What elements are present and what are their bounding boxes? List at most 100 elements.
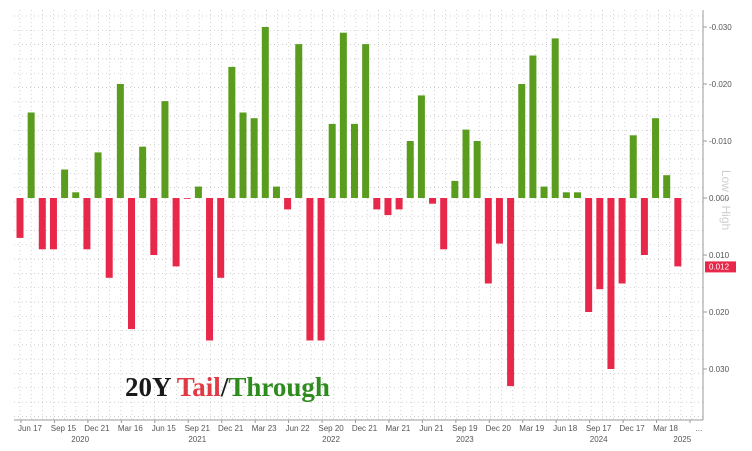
- title-part-through: Through: [228, 372, 330, 402]
- through-bar: [462, 129, 470, 198]
- through-bar: [574, 192, 581, 198]
- y-tick-label: 0.020: [709, 308, 730, 317]
- tail-bar: [172, 198, 180, 267]
- x-tick-label: Sep 21: [185, 424, 211, 433]
- title-part-20y: 20Y: [125, 372, 177, 402]
- tail-bar: [206, 198, 214, 341]
- through-bar: [250, 118, 258, 198]
- y-tick-label: 0.000: [709, 194, 730, 203]
- bar-series: [16, 27, 682, 387]
- y-tick-label: 0.030: [709, 365, 730, 374]
- through-bar: [551, 38, 559, 199]
- through-bar: [139, 146, 147, 198]
- through-bar: [339, 32, 347, 199]
- y-axis: -0.030 -0.020 -0.010 0.000 0.010 0.020 0.030 0.…: [703, 23, 736, 374]
- x-tick-label: Dec 21: [352, 424, 378, 433]
- last-value-label: 0.012: [709, 262, 730, 271]
- tail-bar: [128, 198, 135, 330]
- through-bar: [451, 180, 459, 198]
- through-bar: [562, 192, 570, 198]
- tail-bar: [150, 198, 158, 255]
- through-bar: [518, 84, 526, 198]
- through-bar: [351, 123, 358, 198]
- tail-bar: [674, 198, 682, 267]
- tail-bar: [384, 198, 392, 216]
- tail-bar: [596, 198, 604, 290]
- tail-bar: [395, 198, 403, 210]
- through-bar: [473, 141, 481, 198]
- tail-bar: [607, 198, 615, 369]
- through-bar: [194, 186, 202, 198]
- through-bar: [116, 84, 124, 198]
- x-tick-label: Sep 19: [452, 424, 478, 433]
- tail-bar: [507, 198, 515, 387]
- x-year-label: 2023: [456, 435, 474, 444]
- through-bar: [529, 55, 537, 198]
- tail-bar: [495, 198, 503, 244]
- x-tick-label: Jun 22: [286, 424, 311, 433]
- x-tick-label: Mar 18: [653, 424, 678, 433]
- x-tick-label: Mar 23: [252, 424, 277, 433]
- through-bar: [228, 66, 236, 199]
- x-tick-label: Dec 21: [218, 424, 244, 433]
- x-tick-label: Jun 17: [18, 424, 43, 433]
- through-bar: [629, 135, 637, 198]
- tail-bar: [317, 198, 325, 341]
- x-tick-label: Mar 19: [519, 424, 544, 433]
- through-bar: [417, 95, 425, 198]
- x-tick-label: Jun 18: [553, 424, 578, 433]
- through-bar: [94, 152, 102, 198]
- through-bar: [540, 186, 548, 198]
- x-year-label: 2025: [673, 435, 691, 444]
- tail-bar: [284, 198, 292, 210]
- x-tick-label: Sep 15: [51, 424, 77, 433]
- x-tick-label: Sep 20: [318, 424, 344, 433]
- through-bar: [406, 141, 414, 198]
- x-tick-label: Jun 21: [419, 424, 444, 433]
- x-tick-label: Mar 21: [385, 424, 410, 433]
- through-bar: [27, 112, 35, 198]
- tail-bar: [183, 198, 191, 199]
- x-tick-label: ...: [696, 424, 703, 433]
- through-bar: [261, 27, 269, 198]
- y-tick-label: -0.020: [709, 80, 732, 89]
- x-year-label: 2024: [590, 435, 608, 444]
- tail-bar: [16, 198, 24, 238]
- x-axis: Jun 17 Sep 15 Dec 21 Mar 16 Jun 15 Sep 21 Dec …: [18, 420, 702, 444]
- tail-bar: [217, 198, 225, 278]
- chart-title: 20Y Tail/Through: [125, 372, 330, 402]
- y-tick-label: -0.030: [709, 23, 732, 32]
- y-axis-label: Low > High: [719, 170, 733, 230]
- through-bar: [272, 186, 280, 198]
- x-tick-label: Mar 16: [118, 424, 143, 433]
- title-part-tail: Tail: [177, 372, 222, 402]
- tail-bar: [306, 198, 314, 341]
- x-tick-label: Jun 15: [152, 424, 177, 433]
- through-bar: [362, 44, 370, 198]
- tail-bar: [373, 198, 381, 210]
- x-tick-label: Dec 17: [619, 424, 645, 433]
- through-bar: [239, 112, 247, 198]
- tail-bar: [618, 198, 626, 284]
- tail-bar: [429, 198, 437, 204]
- y-tick-label: -0.010: [709, 137, 732, 146]
- tail-bar: [38, 198, 46, 250]
- tail-bar: [484, 198, 492, 284]
- title-part-slash: /: [220, 372, 229, 402]
- x-year-label: 2020: [71, 435, 89, 444]
- tail-bar: [585, 198, 593, 312]
- through-bar: [652, 118, 660, 198]
- through-bar: [295, 44, 303, 198]
- x-year-label: 2022: [322, 435, 340, 444]
- y-tick-label: 0.010: [709, 251, 730, 260]
- x-tick-label: Dec 20: [486, 424, 512, 433]
- through-bar: [663, 175, 671, 198]
- tail-bar: [49, 198, 57, 250]
- tail-bar: [640, 198, 648, 255]
- x-year-label: 2021: [188, 435, 206, 444]
- tail-bar: [105, 198, 113, 278]
- through-bar: [61, 169, 69, 198]
- tail-bar: [83, 198, 91, 250]
- last-value-badge: [705, 261, 736, 273]
